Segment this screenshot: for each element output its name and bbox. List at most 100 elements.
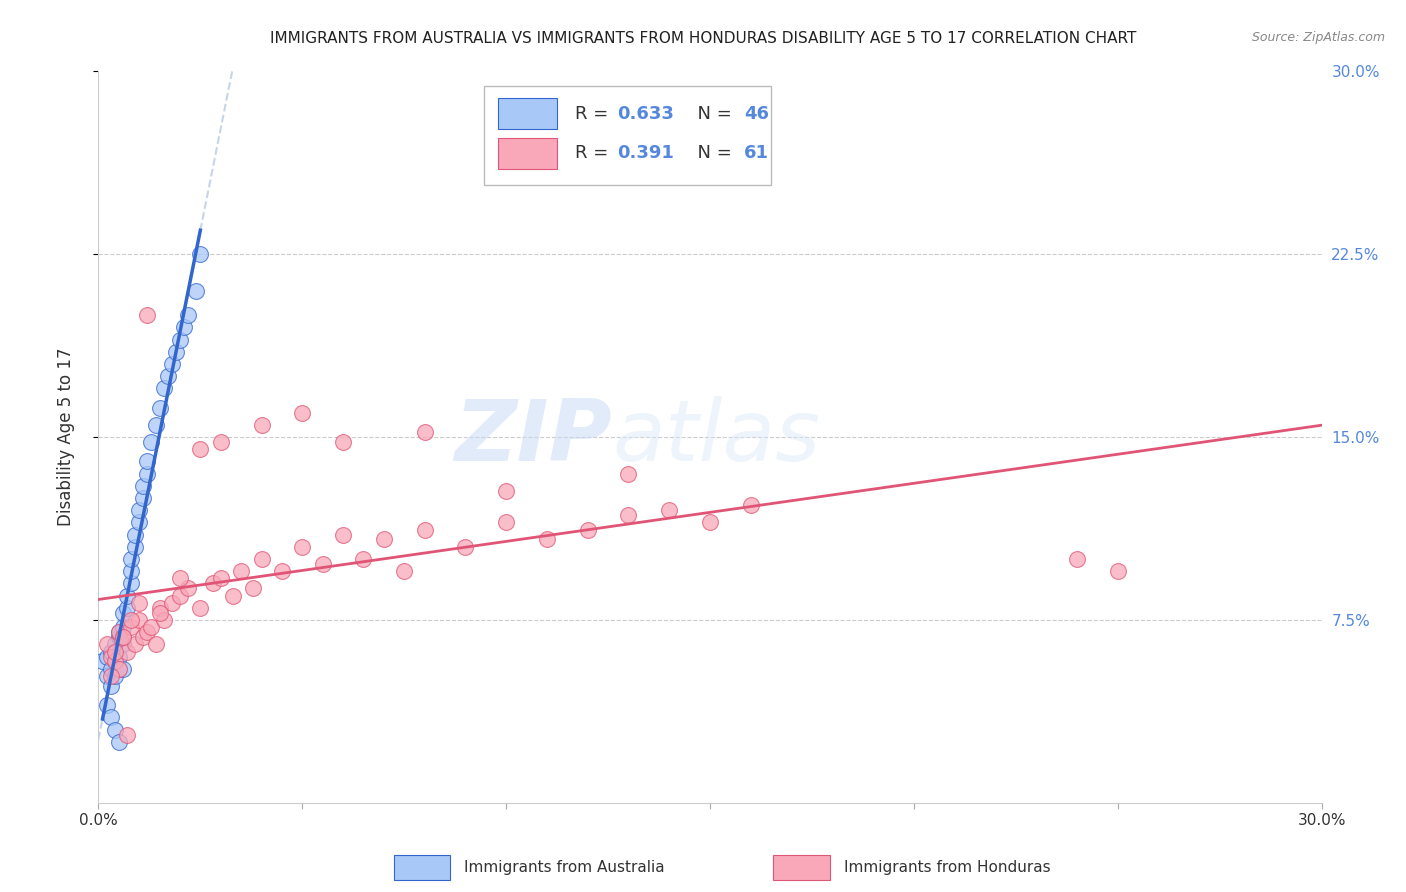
- Point: [100, 710, 122, 724]
- Point: [169, 333, 191, 347]
- Point: [160, 596, 183, 610]
- Point: [96, 669, 118, 683]
- Point: [291, 540, 314, 554]
- Point: [152, 381, 174, 395]
- Point: [108, 662, 131, 676]
- Point: [740, 499, 762, 513]
- Point: [160, 357, 183, 371]
- Point: [291, 406, 314, 420]
- Point: [536, 533, 558, 547]
- Text: IMMIGRANTS FROM AUSTRALIA VS IMMIGRANTS FROM HONDURAS DISABILITY AGE 5 TO 17 COR: IMMIGRANTS FROM AUSTRALIA VS IMMIGRANTS …: [270, 31, 1136, 46]
- Point: [120, 620, 142, 634]
- Point: [96, 637, 118, 651]
- Point: [699, 516, 721, 530]
- Point: [111, 630, 134, 644]
- Text: Immigrants from Honduras: Immigrants from Honduras: [844, 861, 1050, 875]
- Point: [413, 523, 436, 537]
- Point: [91, 654, 114, 668]
- Point: [136, 625, 159, 640]
- Point: [1107, 564, 1129, 578]
- Point: [115, 600, 138, 615]
- Point: [115, 645, 138, 659]
- Point: [145, 417, 167, 432]
- Point: [115, 589, 138, 603]
- Point: [111, 620, 134, 634]
- Text: R =: R =: [575, 104, 614, 123]
- Point: [312, 557, 335, 571]
- Point: [132, 491, 155, 505]
- Text: 0.391: 0.391: [617, 145, 673, 162]
- Bar: [498, 138, 557, 169]
- Point: [100, 645, 122, 659]
- Point: [332, 527, 354, 541]
- Point: [120, 613, 142, 627]
- Point: [111, 630, 134, 644]
- Point: [120, 576, 142, 591]
- Text: N =: N =: [686, 104, 737, 123]
- Point: [352, 552, 374, 566]
- Point: [128, 596, 150, 610]
- Point: [100, 669, 122, 683]
- Point: [617, 467, 640, 481]
- Point: [392, 564, 416, 578]
- Point: [658, 503, 681, 517]
- Point: [149, 600, 172, 615]
- Point: [104, 669, 127, 683]
- Point: [96, 698, 118, 713]
- Text: N =: N =: [686, 145, 737, 162]
- Point: [124, 540, 146, 554]
- Point: [209, 572, 232, 586]
- Point: [104, 637, 127, 651]
- Point: [413, 425, 436, 440]
- Point: [124, 637, 146, 651]
- Point: [136, 308, 159, 322]
- Point: [120, 552, 142, 566]
- Point: [209, 434, 232, 449]
- Point: [115, 727, 138, 741]
- Point: [124, 527, 146, 541]
- Point: [104, 723, 127, 737]
- Point: [222, 589, 245, 603]
- Point: [169, 589, 191, 603]
- Point: [617, 508, 640, 522]
- Point: [108, 662, 131, 676]
- Point: [141, 434, 163, 449]
- Point: [111, 662, 134, 676]
- Point: [96, 649, 118, 664]
- Point: [104, 654, 127, 668]
- Point: [188, 600, 212, 615]
- Point: [576, 523, 599, 537]
- Point: [270, 564, 294, 578]
- Point: [231, 564, 253, 578]
- Point: [177, 308, 200, 322]
- Point: [108, 630, 131, 644]
- Point: [186, 284, 208, 298]
- Point: [201, 576, 224, 591]
- Text: atlas: atlas: [612, 395, 820, 479]
- Text: Immigrants from Australia: Immigrants from Australia: [464, 861, 665, 875]
- Point: [132, 479, 155, 493]
- Point: [111, 637, 134, 651]
- Point: [149, 606, 172, 620]
- Point: [111, 606, 134, 620]
- Point: [373, 533, 395, 547]
- Point: [152, 613, 174, 627]
- Text: 46: 46: [744, 104, 769, 123]
- Point: [454, 540, 477, 554]
- Point: [1066, 552, 1088, 566]
- Point: [120, 564, 142, 578]
- Point: [108, 625, 131, 640]
- Point: [250, 417, 273, 432]
- Point: [136, 467, 159, 481]
- Point: [188, 442, 212, 457]
- Text: ZIP: ZIP: [454, 395, 612, 479]
- Point: [104, 654, 127, 668]
- Point: [188, 247, 212, 261]
- Point: [128, 613, 150, 627]
- Point: [156, 369, 179, 384]
- Point: [141, 620, 163, 634]
- Point: [165, 344, 187, 359]
- Point: [177, 581, 200, 595]
- Point: [100, 649, 122, 664]
- Text: R =: R =: [575, 145, 614, 162]
